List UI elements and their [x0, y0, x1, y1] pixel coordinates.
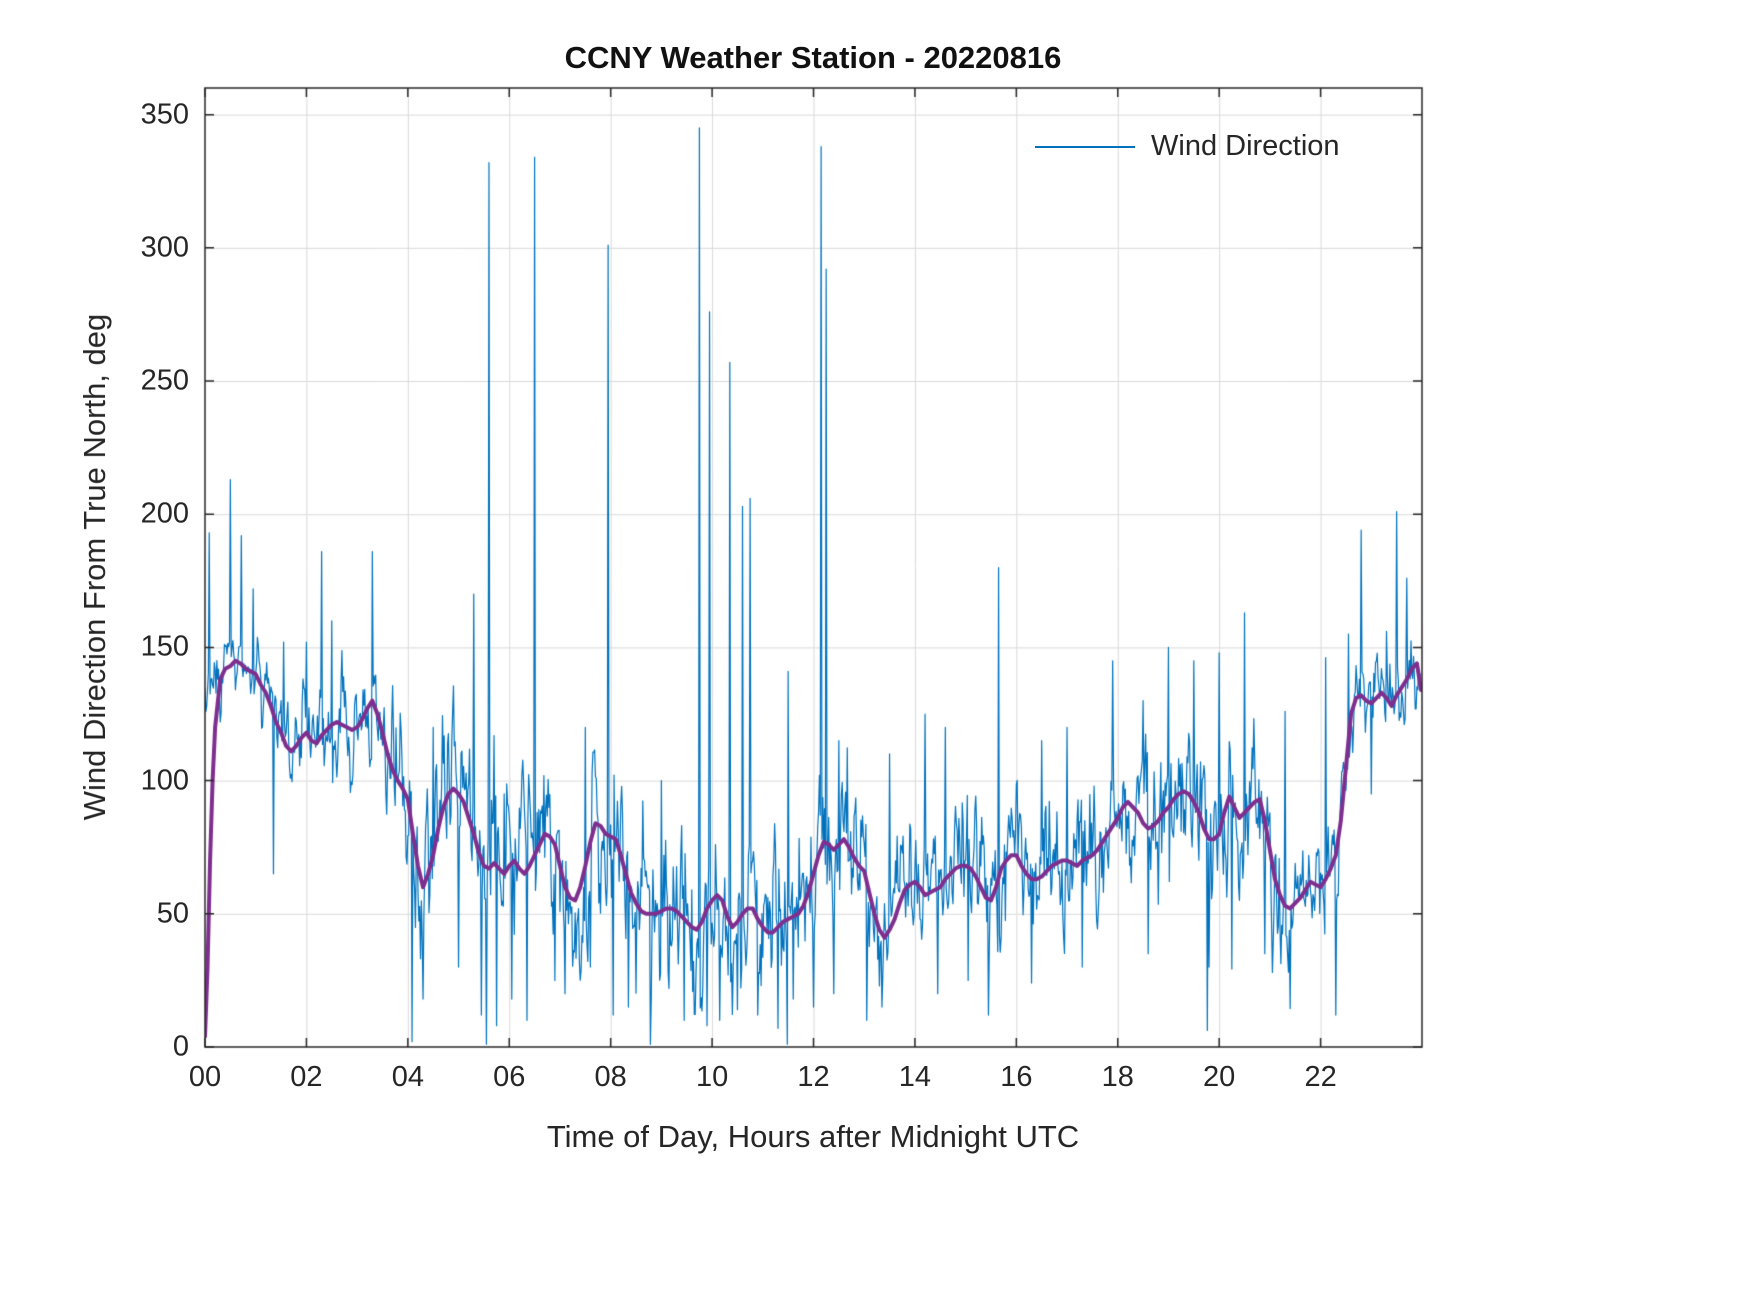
legend-line-sample: [1035, 145, 1135, 148]
y-axis-label: Wind Direction From True North, deg: [77, 313, 112, 821]
legend-label: Wind Direction: [1151, 130, 1340, 162]
y-tick-label: 50: [156, 897, 189, 930]
x-tick-label: 06: [493, 1061, 526, 1093]
legend: Wind Direction: [1035, 130, 1340, 163]
x-tick-label: 22: [1304, 1061, 1337, 1093]
x-tick-label: 12: [797, 1061, 830, 1093]
y-tick-label: 350: [140, 98, 189, 131]
y-tick-label: 150: [140, 630, 189, 663]
x-tick-label: 18: [1101, 1061, 1134, 1093]
x-axis-label: Time of Day, Hours after Midnight UTC: [546, 1119, 1080, 1154]
y-tick-label: 300: [140, 231, 189, 264]
x-tick-label: 14: [898, 1061, 932, 1093]
x-tick-label: 10: [695, 1061, 729, 1093]
x-tick-label: 20: [1203, 1061, 1236, 1093]
x-tick-label: 02: [290, 1061, 323, 1093]
y-tick-label: 250: [140, 364, 189, 397]
y-tick-label: 0: [172, 1030, 189, 1063]
x-tick-label: 08: [594, 1061, 627, 1093]
chart-title: CCNY Weather Station - 20220816: [564, 40, 1062, 75]
x-tick-label: 04: [391, 1061, 424, 1093]
x-tick-label: 00: [188, 1061, 222, 1093]
x-tick-label: 16: [1000, 1061, 1033, 1093]
y-tick-label: 100: [140, 764, 189, 797]
y-tick-label: 200: [140, 497, 189, 530]
